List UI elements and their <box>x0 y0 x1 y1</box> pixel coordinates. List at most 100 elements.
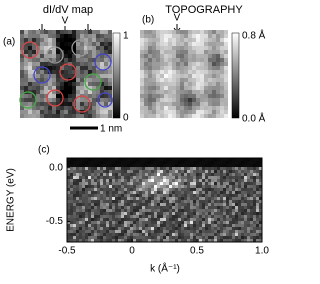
pixel <box>156 86 160 90</box>
pixel <box>172 176 175 179</box>
pixel <box>235 209 238 212</box>
pixel <box>20 42 24 46</box>
pixel <box>200 94 204 98</box>
pixel <box>97 176 100 179</box>
pixel <box>216 94 220 98</box>
pixel <box>79 209 82 212</box>
pixel <box>88 173 91 176</box>
pixel <box>229 161 232 164</box>
pixel <box>172 215 175 218</box>
pixel <box>76 70 80 74</box>
pixel <box>238 212 241 215</box>
pixel <box>36 38 40 42</box>
pixel <box>67 221 70 224</box>
pixel <box>97 188 100 191</box>
pixel <box>112 218 115 221</box>
pixel <box>145 194 148 197</box>
pixel <box>241 188 244 191</box>
pixel <box>164 46 168 50</box>
pixel <box>79 212 82 215</box>
pixel <box>56 78 60 82</box>
pixel <box>100 203 103 206</box>
pixel <box>212 34 216 38</box>
pixel <box>72 30 76 34</box>
pixel <box>92 86 96 90</box>
pixel <box>163 230 166 233</box>
pixel <box>196 66 200 70</box>
pixel <box>139 227 142 230</box>
pixel <box>115 221 118 224</box>
pixel <box>229 206 232 209</box>
pixel <box>187 206 190 209</box>
pixel <box>166 158 169 161</box>
pixel <box>103 203 106 206</box>
pixel <box>56 70 60 74</box>
pixel <box>244 197 247 200</box>
pixel <box>178 200 181 203</box>
pixel <box>124 176 127 179</box>
pixel <box>28 98 32 102</box>
pixel <box>160 236 163 239</box>
pixel <box>232 179 235 182</box>
pixel <box>96 90 100 94</box>
pixel <box>124 179 127 182</box>
pixel <box>169 233 172 236</box>
pixel <box>124 221 127 224</box>
pixel <box>256 167 259 170</box>
pixel <box>152 106 156 110</box>
pixel <box>152 30 156 34</box>
pixel <box>250 158 253 161</box>
pixel <box>84 74 88 78</box>
pixel <box>103 221 106 224</box>
pixel <box>20 58 24 62</box>
pixel <box>96 46 100 50</box>
pixel <box>112 167 115 170</box>
pixel <box>164 34 168 38</box>
pixel <box>250 185 253 188</box>
pixel <box>108 78 112 82</box>
pixel <box>220 200 223 203</box>
pixel <box>144 102 148 106</box>
pixel <box>84 98 88 102</box>
pixel <box>118 224 121 227</box>
pixel <box>193 215 196 218</box>
pixel <box>250 230 253 233</box>
pixel <box>157 176 160 179</box>
pixel <box>238 239 241 242</box>
pixel <box>168 42 172 46</box>
pixel <box>73 206 76 209</box>
pixel <box>244 200 247 203</box>
pixel <box>196 50 200 54</box>
pixel <box>204 66 208 70</box>
pixel <box>139 212 142 215</box>
pixel <box>115 158 118 161</box>
pixel <box>238 215 241 218</box>
pixel <box>217 218 220 221</box>
pixel <box>88 78 92 82</box>
pixel <box>241 236 244 239</box>
pixel <box>152 110 156 114</box>
pixel <box>226 188 229 191</box>
pixel <box>118 158 121 161</box>
pixel <box>202 200 205 203</box>
pixel <box>24 38 28 42</box>
pixel <box>79 185 82 188</box>
pixel <box>220 86 224 90</box>
pixel <box>235 170 238 173</box>
pixel <box>142 188 145 191</box>
pixel <box>94 200 97 203</box>
pixel <box>175 212 178 215</box>
pixel <box>250 170 253 173</box>
pixel <box>184 164 187 167</box>
pixel <box>88 218 91 221</box>
pixel <box>40 110 44 114</box>
pixel <box>52 74 56 78</box>
pixel <box>244 182 247 185</box>
pixel <box>247 194 250 197</box>
pixel <box>148 167 151 170</box>
pixel <box>163 233 166 236</box>
pixel <box>190 185 193 188</box>
pixel <box>106 191 109 194</box>
pixel <box>52 30 56 34</box>
pixel <box>96 30 100 34</box>
